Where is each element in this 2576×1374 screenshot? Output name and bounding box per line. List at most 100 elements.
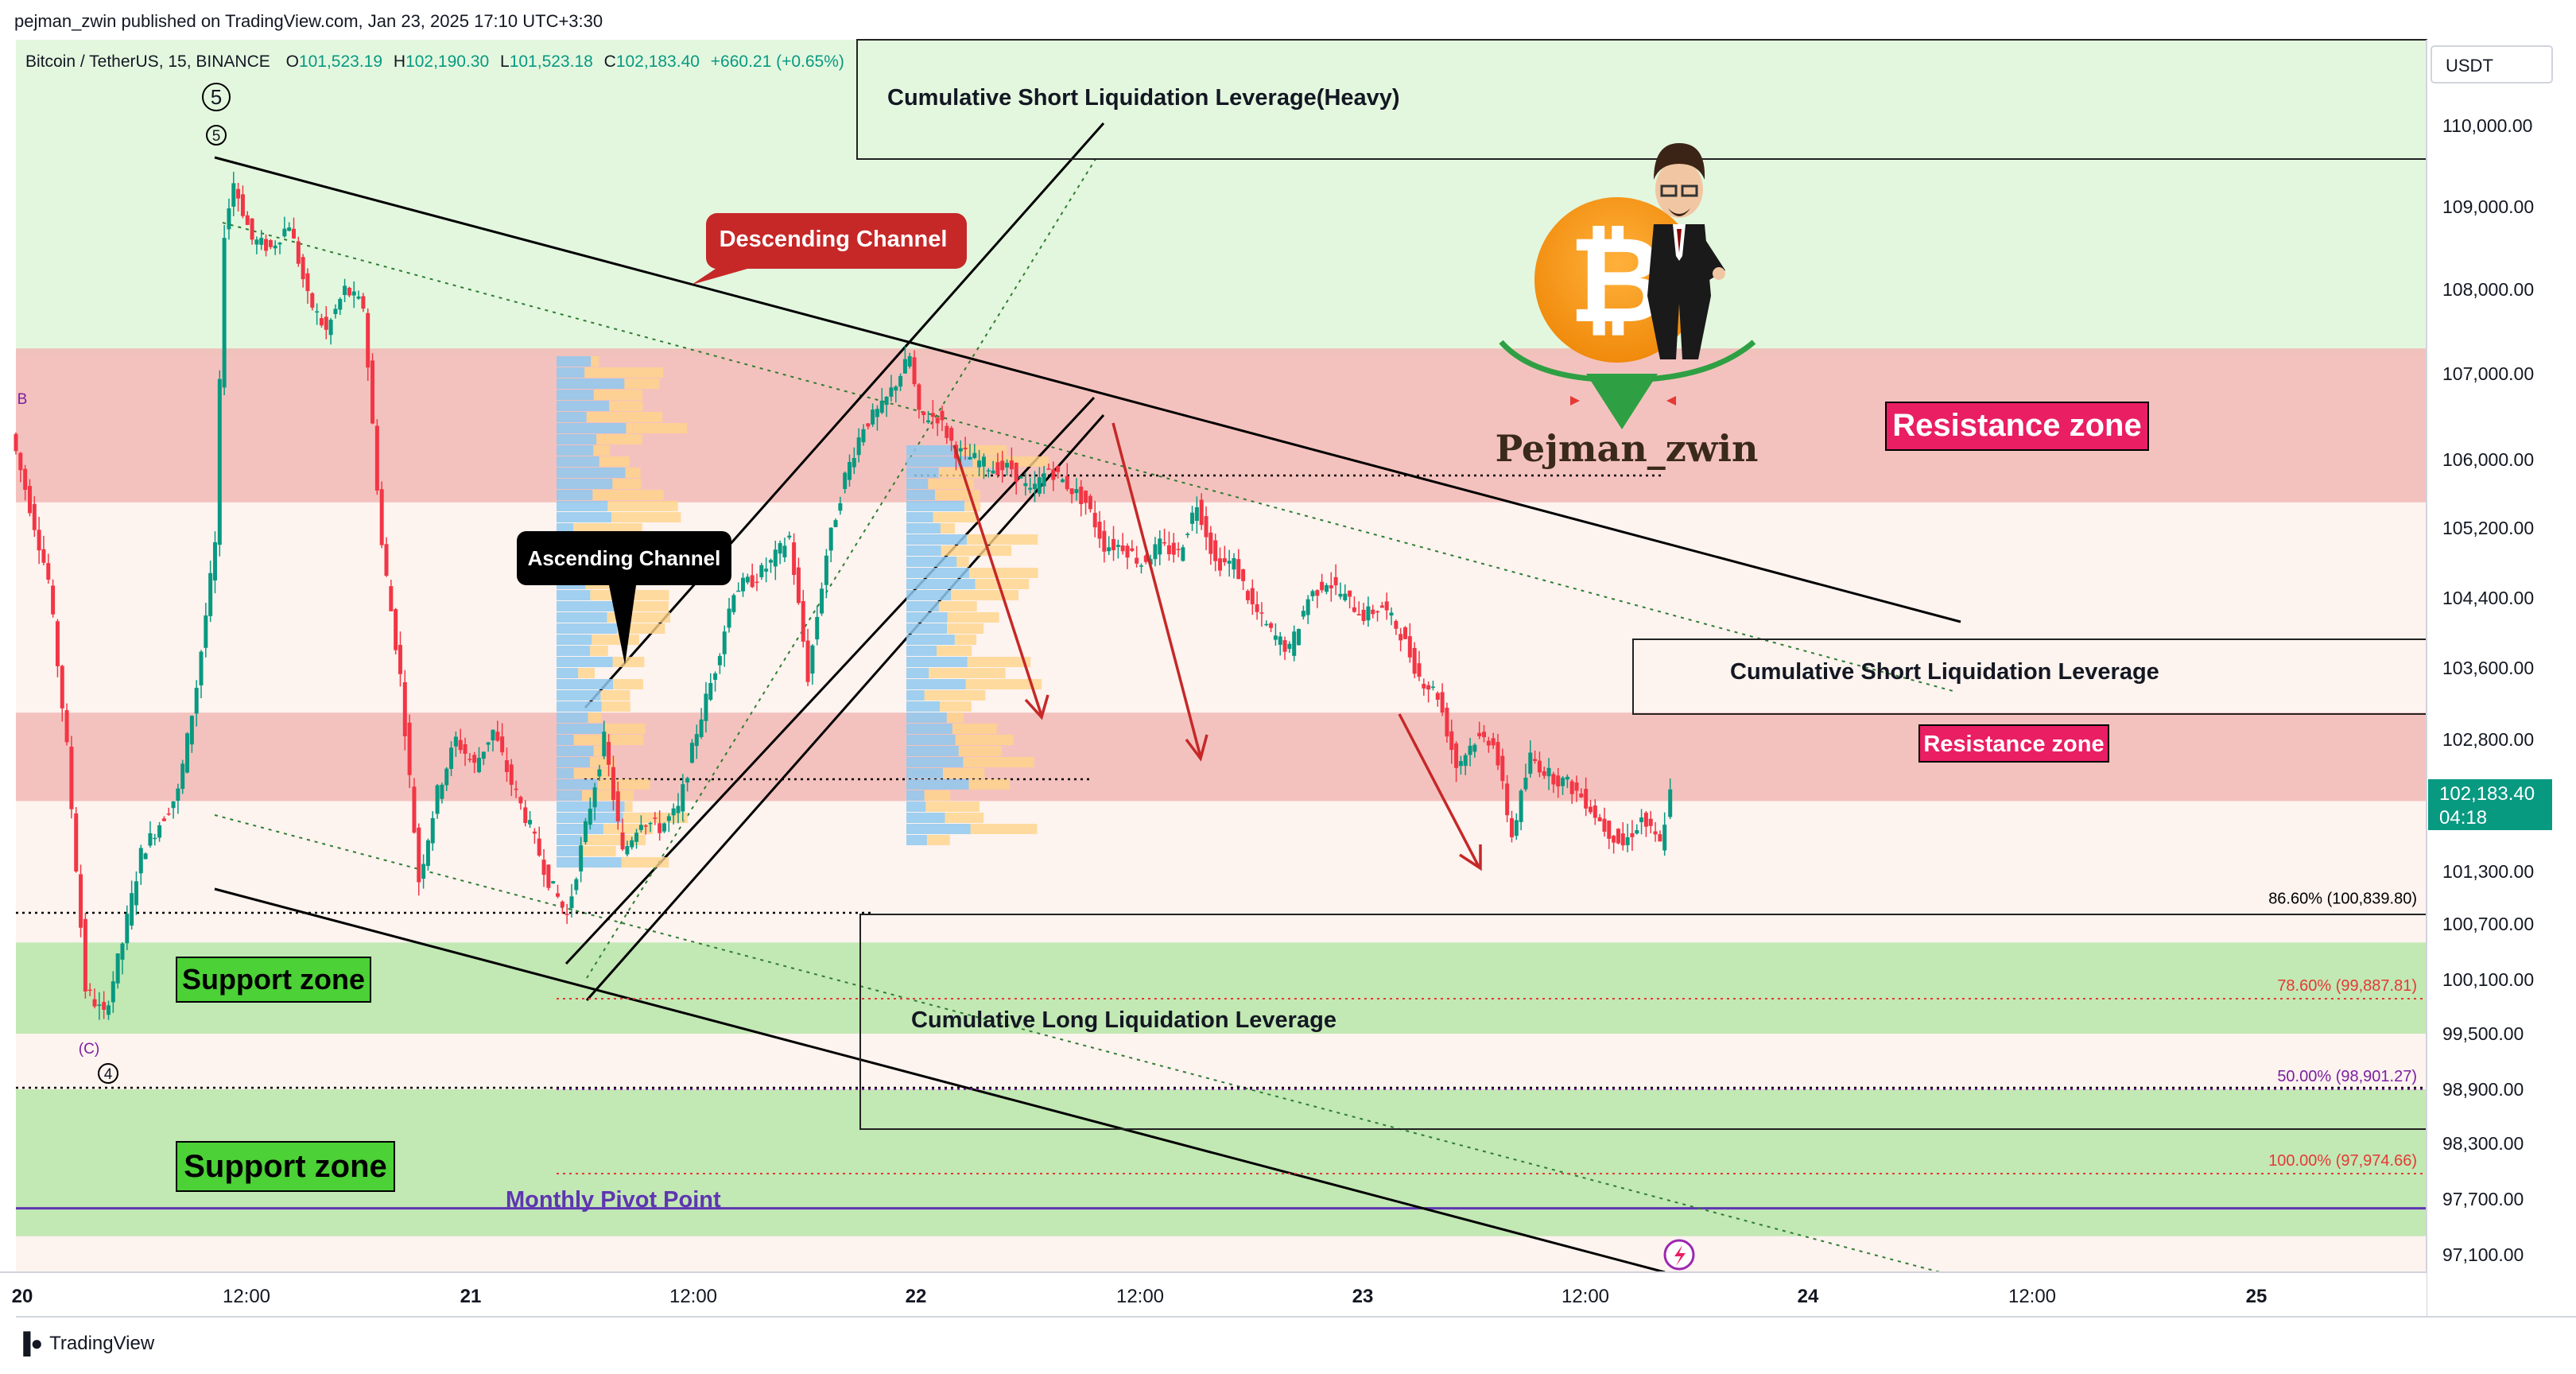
candle-body xyxy=(343,285,347,296)
wave-4-circle xyxy=(98,1063,118,1084)
volume-profile-bar xyxy=(906,746,959,756)
price-scale-panel[interactable] xyxy=(2427,40,2576,1317)
candle-body xyxy=(981,456,986,467)
candle-body xyxy=(338,298,343,310)
wave-5-circle-large xyxy=(202,83,231,111)
open-label: O xyxy=(285,52,299,71)
candle-body xyxy=(1208,532,1213,554)
candle-body xyxy=(1458,761,1463,767)
price-tick-label: 110,000.00 xyxy=(2442,115,2532,136)
volume-profile-bar xyxy=(941,545,1012,556)
price-tick-label: 106,000.00 xyxy=(2442,449,2534,470)
long-liquidation-label: Cumulative Long Liquidation Leverage xyxy=(911,1007,1336,1033)
candle-body xyxy=(1477,732,1482,736)
candle-body xyxy=(1348,590,1352,597)
candle-body xyxy=(1399,634,1403,641)
candle-body xyxy=(1269,623,1274,628)
candle-body xyxy=(773,549,778,567)
descending-channel-callout: Descending Channel xyxy=(692,213,967,285)
symbol-legend[interactable]: Bitcoin / TetherUS, 15, BINANCE O101,523… xyxy=(25,52,844,72)
volume-profile-bar xyxy=(557,612,607,623)
candle-body xyxy=(1658,834,1662,842)
candle-body xyxy=(551,881,556,884)
descending-channel-lower-line xyxy=(214,887,1666,1274)
descending-channel-upper-mid xyxy=(222,222,1957,693)
volume-profile-bar xyxy=(557,512,611,522)
candle-body xyxy=(1273,635,1278,640)
price-tick-label: 97,700.00 xyxy=(2442,1189,2524,1209)
projection-arrows xyxy=(952,422,1482,871)
change-value: +660.21 (+0.65%) xyxy=(710,52,844,71)
candle-body xyxy=(1204,516,1208,538)
candle-body xyxy=(453,736,458,747)
volume-profile-bar xyxy=(557,356,592,367)
candle-body xyxy=(1222,558,1227,563)
candle-body xyxy=(597,769,602,777)
last-price-tag: 102,183.40 04:18 xyxy=(2428,779,2552,830)
candle-body xyxy=(421,864,426,879)
volume-profile-bar xyxy=(557,668,579,678)
candle-body xyxy=(273,245,277,249)
volume-profile-bar xyxy=(557,423,627,433)
volume-profile-bar xyxy=(597,779,650,790)
candle-body xyxy=(1255,604,1259,612)
candle-body xyxy=(699,719,704,737)
author-name-label: Pejman_zwin xyxy=(1496,427,1759,470)
candle-body xyxy=(37,530,41,551)
candle-body xyxy=(1551,774,1556,785)
footer-brand[interactable]: ▐● TradingView xyxy=(16,1331,154,1356)
candle-body xyxy=(472,755,477,763)
candle-body xyxy=(1079,487,1084,505)
candle-body xyxy=(907,356,912,367)
time-scale-panel[interactable] xyxy=(0,1272,2427,1317)
candle-body xyxy=(212,541,217,581)
candle-body xyxy=(1130,548,1135,551)
candle-body xyxy=(287,227,292,231)
candle-body xyxy=(347,287,351,296)
candle-body xyxy=(1185,534,1190,535)
volume-profile-bar xyxy=(942,768,985,778)
price-tick-label: 103,600.00 xyxy=(2442,658,2534,678)
candle-body xyxy=(1589,806,1593,813)
candle-body xyxy=(638,825,643,830)
volume-profile-bar xyxy=(928,479,974,489)
volume-profile-bar xyxy=(557,635,592,645)
upper-green-region xyxy=(16,40,2427,356)
candle-body xyxy=(828,527,833,551)
candle-body xyxy=(1565,776,1569,780)
candle-body xyxy=(1166,545,1171,554)
candle-body xyxy=(1282,640,1287,652)
candle-body xyxy=(1505,783,1510,816)
candle-body xyxy=(74,813,79,871)
candle-body xyxy=(666,816,671,821)
time-tick-label: 12:00 xyxy=(1562,1286,1609,1307)
candle-body xyxy=(1190,512,1195,524)
volume-profile-bar xyxy=(906,835,927,845)
candle-body xyxy=(185,733,190,773)
candle-body xyxy=(435,785,440,814)
volume-profile-bar xyxy=(906,557,957,567)
candle-body xyxy=(495,732,500,741)
candle-body xyxy=(768,560,773,563)
resistance-label-2: Resistance zone xyxy=(1918,724,2109,763)
candle-body xyxy=(277,243,282,245)
volume-profile-bar xyxy=(906,590,952,600)
event-icon[interactable] xyxy=(1663,1239,1695,1271)
currency-box[interactable]: USDT xyxy=(2431,45,2553,83)
candle-body xyxy=(245,215,250,225)
price-tick-label: 108,000.00 xyxy=(2442,279,2534,300)
candle-body xyxy=(852,458,856,468)
candle-body xyxy=(1668,789,1673,817)
volume-profile-bar xyxy=(557,490,593,500)
volume-profile-bar xyxy=(557,679,614,689)
candle-body xyxy=(1297,629,1302,646)
volume-profile-bar xyxy=(906,479,929,489)
volume-profile-bar xyxy=(925,802,980,812)
candle-body xyxy=(1496,742,1500,766)
candle-body xyxy=(356,296,361,299)
open-value: 101,523.19 xyxy=(298,52,383,71)
volume-profile-bar xyxy=(906,456,973,467)
price-tick-label: 104,400.00 xyxy=(2442,588,2534,608)
candle-body xyxy=(148,833,153,846)
